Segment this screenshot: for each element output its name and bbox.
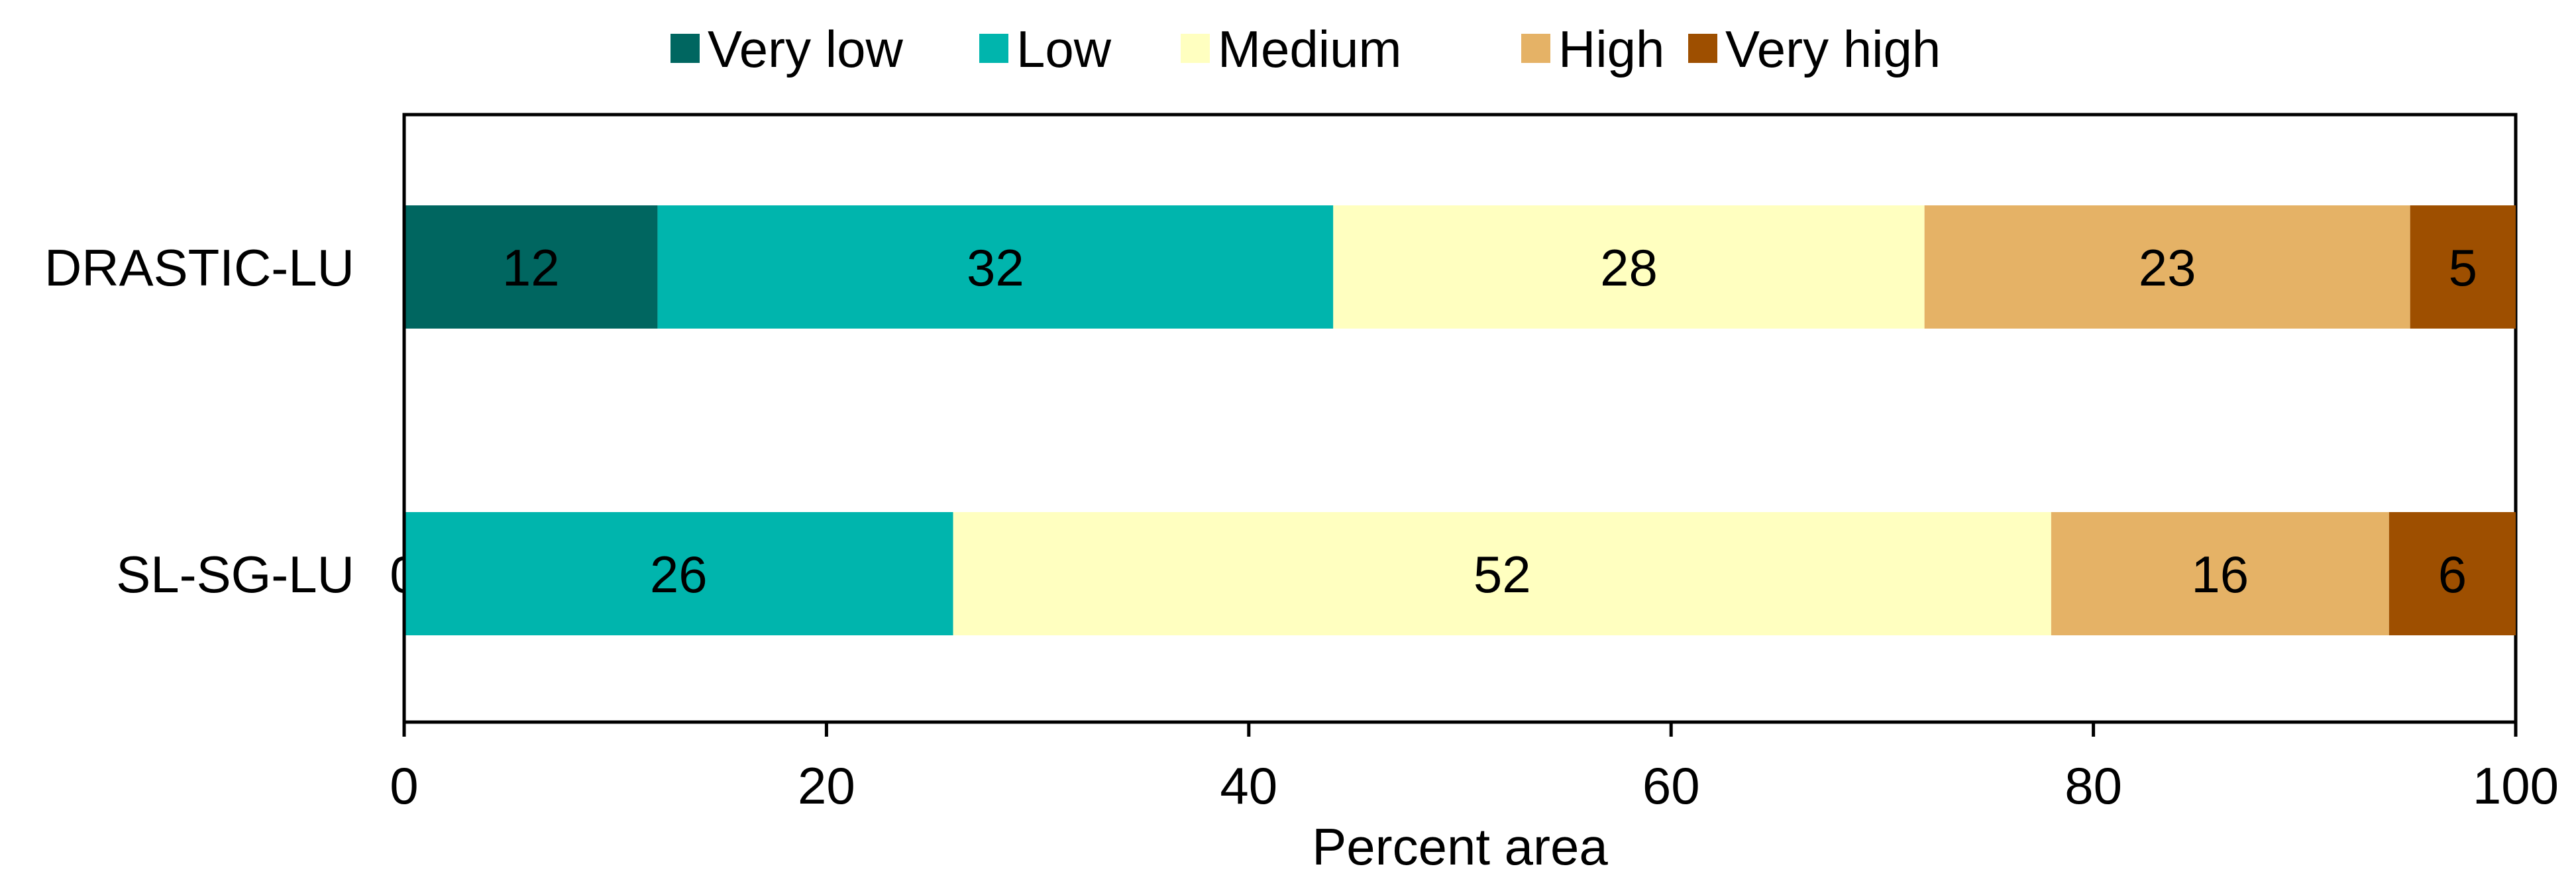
bar-segment: [953, 512, 2051, 635]
legend-swatch: [671, 34, 700, 63]
bar-segment: [1333, 205, 1925, 329]
x-tick-label: 40: [1220, 757, 1277, 815]
legend-label: Very low: [708, 20, 903, 78]
data-label: 26: [650, 545, 708, 604]
data-label: 23: [2139, 238, 2196, 297]
legend-label: High: [1558, 20, 1664, 78]
x-axis-title: Percent area: [1312, 817, 1608, 876]
legend-swatch: [979, 34, 1008, 63]
legend-label: Medium: [1218, 20, 1401, 78]
data-label: 28: [1600, 238, 1658, 297]
data-label: 6: [2438, 545, 2467, 604]
bar-segment: [2051, 512, 2389, 635]
data-label: 16: [2191, 545, 2249, 604]
bar-segment: [657, 205, 1334, 329]
legend-swatch: [1521, 34, 1550, 63]
x-tick-label: 20: [798, 757, 855, 815]
bar-segment: [404, 205, 658, 329]
category-label: DRASTIC-LU: [44, 238, 354, 297]
bar-segment: [2410, 205, 2516, 329]
legend-label: Very high: [1725, 20, 1941, 78]
data-label: 12: [502, 238, 560, 297]
legend-swatch: [1181, 34, 1210, 63]
x-tick-label: 0: [390, 757, 418, 815]
x-tick-label: 80: [2065, 757, 2122, 815]
data-label: 32: [967, 238, 1024, 297]
x-tick-label: 100: [2473, 757, 2559, 815]
bar-segment: [2388, 512, 2516, 635]
bar-segment: [404, 512, 953, 635]
data-label: 5: [2449, 238, 2477, 297]
category-label: SL-SG-LU: [116, 545, 354, 604]
data-label: 52: [1474, 545, 1531, 604]
x-tick-label: 60: [1642, 757, 1700, 815]
bar-segment: [1924, 205, 2410, 329]
legend-swatch: [1688, 34, 1717, 63]
legend-label: Low: [1016, 20, 1112, 78]
